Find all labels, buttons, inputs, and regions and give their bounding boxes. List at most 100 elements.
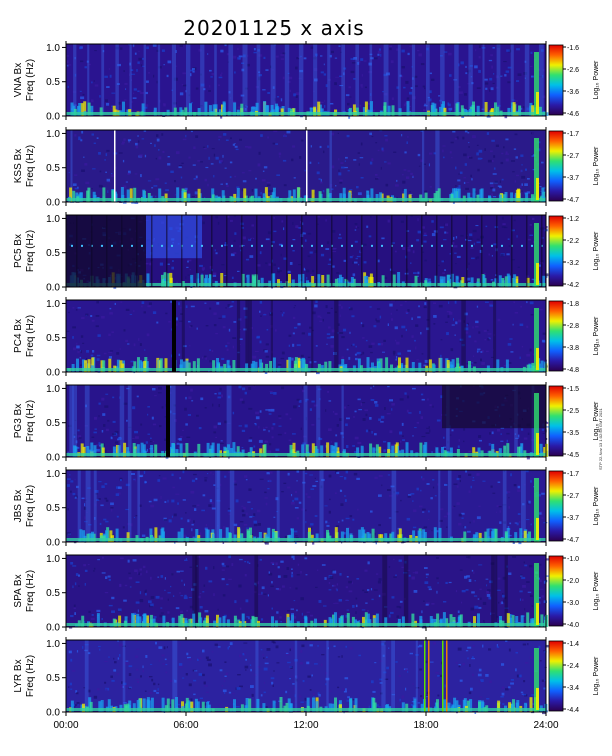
- spectrogram-speckle: [105, 171, 107, 173]
- y-tick-label: 0.5: [46, 588, 60, 599]
- spectrogram-speckle: [148, 600, 152, 604]
- spectrogram-speckle: [317, 223, 319, 225]
- low-frequency-power: [233, 102, 237, 116]
- spectrogram-speckle: [424, 87, 426, 90]
- colorbar-label: Log₁₀ Power: [593, 146, 600, 185]
- spectrogram-speckle: [269, 312, 273, 316]
- spectrogram-speckle: [475, 196, 477, 199]
- low-frequency-power: [143, 613, 147, 627]
- low-frequency-power: [504, 531, 508, 542]
- spectrogram-speckle: [217, 221, 220, 225]
- low-frequency-power: [435, 190, 439, 202]
- spectrogram-speckle: [545, 575, 549, 577]
- spectrogram-speckle: [263, 427, 265, 430]
- spectrogram-speckle: [356, 477, 360, 480]
- spectrogram-speckle: [389, 303, 393, 307]
- spectrogram-speckle: [281, 313, 284, 317]
- spectrogram-speckle: [517, 434, 520, 438]
- spectrogram-speckle: [195, 178, 198, 180]
- spectrogram-speckle: [478, 69, 481, 73]
- low-frequency-power: [381, 275, 385, 287]
- spectrogram-speckle: [374, 57, 378, 60]
- spectrogram-speckle: [443, 436, 445, 439]
- spectrogram-speckle: [242, 104, 246, 107]
- periodic-gap: [286, 215, 288, 287]
- spectrogram-speckle: [314, 53, 318, 56]
- spectrogram-speckle: [437, 675, 440, 677]
- spectrogram-speckle: [441, 260, 444, 263]
- spectrogram-speckle: [225, 307, 227, 309]
- spectrogram-speckle: [405, 687, 407, 691]
- spectrogram-speckle: [150, 576, 152, 580]
- spectrogram-speckle: [266, 184, 271, 187]
- spectrogram-speckle: [479, 696, 483, 698]
- periodic-tone-mark: [521, 244, 523, 247]
- spectrogram-speckle: [98, 442, 101, 445]
- low-frequency-power: [301, 444, 305, 457]
- spectrogram-speckle: [199, 161, 203, 163]
- spectrogram-speckle: [304, 472, 308, 475]
- low-frequency-power: [252, 276, 256, 287]
- low-frequency-power: [475, 532, 479, 542]
- y-tick-label: 0.5: [46, 248, 60, 259]
- low-frequency-power: [418, 362, 422, 372]
- spectrogram-speckle: [376, 320, 380, 323]
- spectrogram-speckle: [277, 104, 280, 107]
- low-frequency-power: [109, 530, 113, 542]
- spectrogram-speckle: [489, 77, 493, 81]
- spectrogram-speckle: [406, 569, 410, 571]
- spectrogram-speckle: [365, 413, 368, 417]
- spectrogram-speckle: [210, 471, 212, 474]
- spectrogram-speckle: [173, 77, 178, 81]
- spectrogram-speckle: [299, 661, 303, 665]
- spectrogram-speckle: [351, 699, 355, 701]
- spectrogram-speckle: [417, 153, 421, 157]
- spectrogram-speckle: [491, 356, 494, 358]
- spectrogram-speckle: [95, 325, 99, 328]
- spectrogram-speckle: [368, 62, 372, 66]
- spectrogram-speckle: [358, 60, 361, 64]
- spectrogram-speckle: [145, 589, 147, 593]
- spectrogram-speckle: [494, 180, 498, 184]
- spectrogram-speckle: [234, 145, 238, 148]
- spectrogram-speckle: [267, 136, 269, 139]
- y-tick-label: 0.5: [46, 333, 60, 344]
- spectrogram-speckle: [384, 135, 388, 137]
- low-frequency-power: [537, 363, 541, 372]
- low-frequency-power: [311, 189, 315, 202]
- spectrogram-speckle: [491, 612, 495, 614]
- spectrogram-speckle: [275, 645, 279, 649]
- colorbar-tick-label: -4.6: [567, 111, 579, 118]
- spectrogram-speckle: [74, 73, 77, 77]
- spectrogram-speckle: [387, 162, 391, 165]
- spectrogram-speckle: [370, 588, 373, 591]
- spectrogram-speckle: [429, 152, 433, 155]
- spectrogram-speckle: [111, 508, 113, 512]
- spectrogram-speckle: [439, 99, 442, 102]
- spectrogram-speckle: [532, 703, 535, 705]
- spectrogram-speckle: [464, 130, 468, 133]
- spectrogram-speckle: [333, 352, 337, 355]
- spectrogram-speckle: [320, 253, 325, 257]
- spectrogram-speckle: [417, 218, 419, 222]
- spectrogram-speckle: [417, 421, 420, 424]
- periodic-gap: [481, 215, 483, 287]
- low-frequency-power: [455, 275, 459, 287]
- low-frequency-power: [251, 615, 255, 627]
- spectrogram-speckle: [150, 440, 153, 443]
- low-frequency-power: [406, 101, 410, 116]
- spectrogram-speckle: [303, 435, 307, 438]
- spectrogram-speckle: [101, 397, 105, 401]
- spectrogram-speckle: [119, 557, 124, 560]
- spectrogram-speckle: [326, 337, 331, 339]
- low-frequency-power: [369, 443, 373, 457]
- spectrogram-speckle: [345, 94, 350, 97]
- spectrogram-speckle: [280, 54, 285, 56]
- spectrogram-speckle: [167, 60, 172, 64]
- station-label: PC5 Bx: [13, 234, 24, 268]
- spectrogram-speckle: [412, 500, 414, 502]
- low-frequency-power: [132, 443, 136, 457]
- spectrogram-speckle: [496, 644, 498, 647]
- spectrogram-speckle: [118, 152, 123, 154]
